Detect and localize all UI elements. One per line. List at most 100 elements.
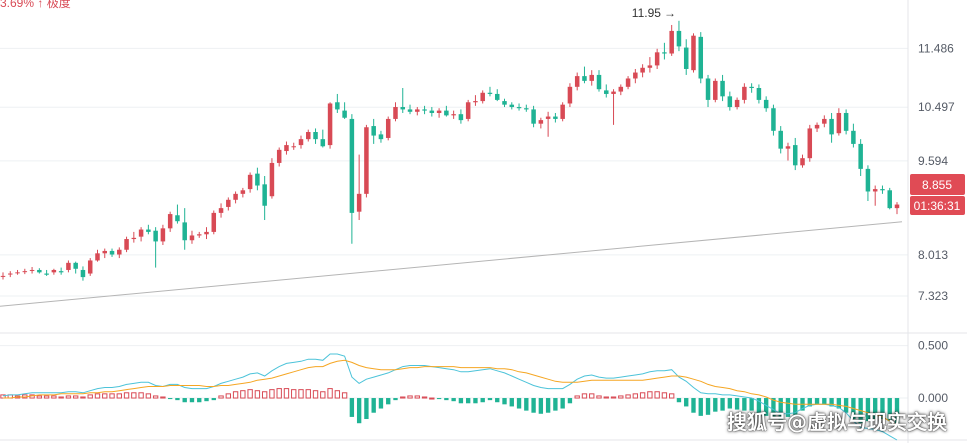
macd-bar [247, 389, 253, 399]
macd-bar [305, 389, 311, 399]
candle-body [262, 184, 267, 206]
candle-body [640, 67, 645, 73]
candle-body [393, 107, 398, 119]
price-axis-ticks: 11.486 10.497 9.594 8.013 7.323 [918, 41, 955, 303]
candles [0, 20, 900, 281]
macd-bar [473, 398, 478, 404]
macd-bar [378, 398, 384, 409]
candle-body [211, 212, 217, 232]
candle-body [102, 250, 108, 254]
candle-body [255, 173, 260, 186]
candle-body [771, 108, 776, 131]
macd-bar [698, 398, 703, 416]
candle-body [851, 130, 856, 144]
candle-body [836, 112, 842, 134]
price-tick-label: 8.013 [918, 248, 948, 262]
candle-body [320, 139, 326, 147]
macd-bar [822, 398, 827, 405]
macd-bar [211, 398, 216, 401]
candle-body [0, 275, 6, 277]
candle-body [698, 36, 704, 79]
macd-bar [880, 398, 885, 420]
candle-body [356, 193, 362, 212]
candle-body [153, 230, 158, 242]
candle-body [763, 99, 769, 109]
candle-body [792, 145, 798, 166]
macd-bar [756, 398, 762, 413]
macd-bar [65, 395, 72, 399]
candle-body [574, 76, 580, 87]
macd-lines [2, 353, 898, 441]
macd-bar [873, 398, 878, 420]
macd-bar [320, 391, 326, 399]
macd-bar [610, 396, 617, 399]
candle-body [778, 130, 783, 149]
macd-bar [727, 398, 733, 409]
candle-body [327, 103, 333, 146]
macd-bar [356, 398, 362, 424]
candle-body [364, 127, 369, 194]
header-change-text: 3.69% ↑ 极度 [0, 0, 71, 10]
candle-body [335, 102, 340, 110]
candle-body [37, 269, 42, 273]
macd-bar [291, 389, 297, 399]
candle-body [509, 104, 515, 108]
macd-bar [538, 398, 544, 414]
macd-bar [444, 398, 449, 401]
candle-body [829, 118, 834, 135]
macd-bar [189, 398, 195, 403]
candle-body [516, 107, 522, 109]
candle-body [87, 260, 93, 274]
macd-bar [80, 396, 86, 399]
price-tick-label: 11.486 [918, 41, 954, 55]
candle-body [313, 132, 318, 140]
macd-bar [647, 391, 653, 399]
macd-bar [87, 394, 93, 399]
candle-body [378, 134, 384, 140]
candle-body [429, 110, 435, 113]
macd-bar [632, 393, 639, 399]
macd-bar [763, 398, 769, 416]
candle-body [691, 35, 696, 71]
macd-histogram [0, 388, 900, 424]
candle-body [8, 273, 13, 275]
macd-bar [94, 393, 101, 399]
candle-body [182, 222, 187, 241]
macd-bar [138, 392, 144, 399]
candle-body [749, 86, 754, 89]
candle-body [124, 239, 129, 250]
macd-line [2, 353, 898, 441]
candle-body [669, 30, 674, 54]
macd-bar [276, 388, 282, 399]
macd-bar [713, 398, 718, 412]
candle-body [611, 91, 616, 94]
macd-bar [218, 395, 224, 399]
candle-body [756, 88, 762, 100]
candle-body [407, 109, 413, 112]
candle-body [226, 199, 231, 207]
macd-bar [516, 398, 522, 409]
macd-bar [596, 395, 602, 399]
candle-body [676, 30, 682, 47]
watermark: 搜狐号@虚拟与现实交换 [727, 410, 947, 434]
macd-bar [182, 398, 187, 403]
macd-bar [603, 396, 609, 399]
macd-bar [160, 396, 166, 399]
macd-axis-ticks: 0.500 0.000 [918, 339, 948, 405]
macd-bar [567, 398, 573, 404]
candle-body [647, 65, 653, 68]
candle-body [800, 158, 805, 166]
macd-bar [436, 398, 442, 400]
macd-bar [778, 398, 783, 421]
macd-bar [836, 398, 842, 409]
candle-body [596, 74, 602, 90]
candle-body [480, 92, 485, 102]
candle-body [284, 145, 289, 152]
macd-bar [327, 388, 333, 399]
candle-body [131, 237, 137, 240]
candle-body [705, 78, 711, 100]
price-tick-label: 7.323 [918, 289, 948, 303]
macd-bar [349, 398, 355, 417]
macd-bar [283, 388, 290, 399]
